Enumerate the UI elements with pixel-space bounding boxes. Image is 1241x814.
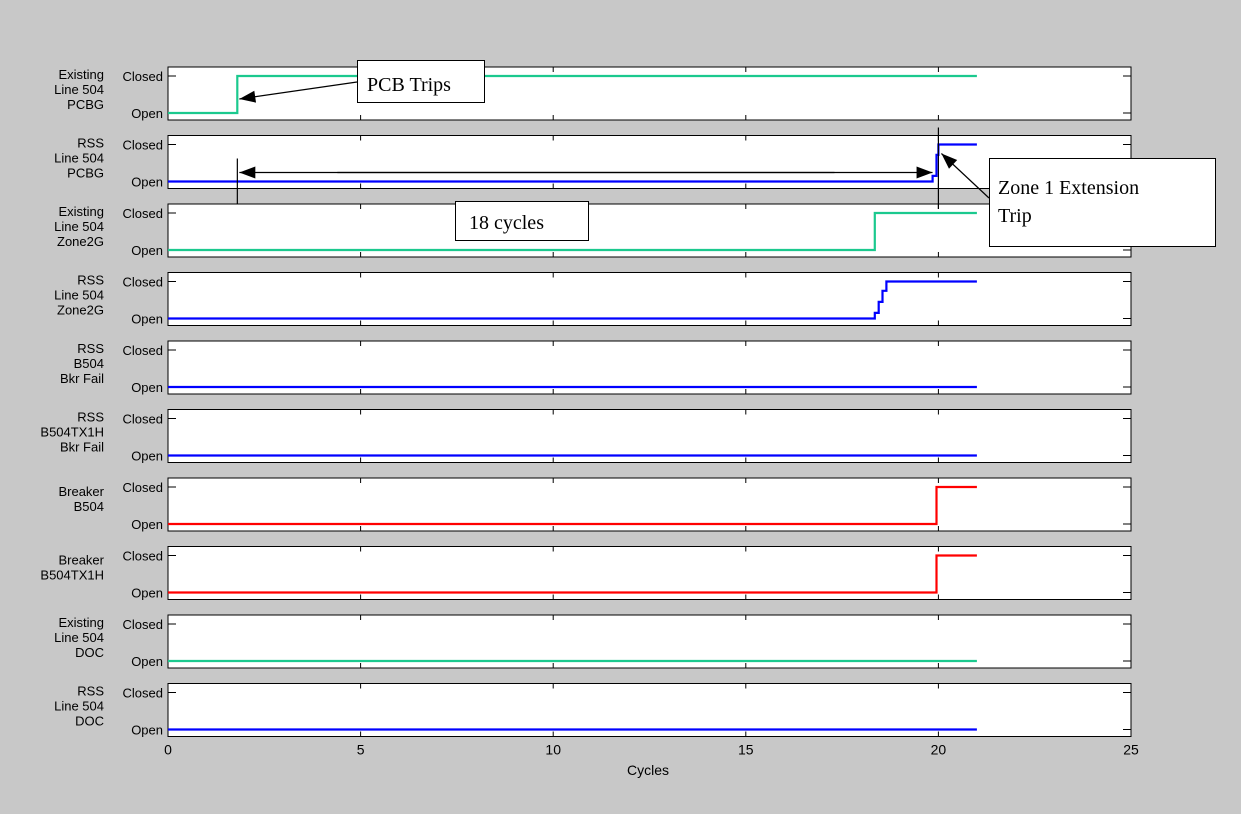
panel-label-line: Line 504 bbox=[54, 288, 104, 303]
series-line bbox=[168, 211, 977, 252]
panel-label-line: RSS bbox=[77, 273, 104, 288]
panel-label-line: B504 bbox=[74, 356, 104, 371]
x-tick-label: 10 bbox=[545, 742, 561, 758]
x-tick-label: 25 bbox=[1123, 742, 1139, 758]
panel-label-line: B504 bbox=[74, 499, 104, 514]
x-axis-label: Cycles bbox=[627, 762, 669, 778]
panel-label-line: PCBG bbox=[67, 166, 104, 181]
y-tick-label-closed: Closed bbox=[123, 343, 163, 358]
y-tick-label-open: Open bbox=[131, 106, 163, 121]
y-tick-label-open: Open bbox=[131, 654, 163, 669]
dimension-arrow-left-head bbox=[239, 166, 256, 179]
panel-label-line: Breaker bbox=[58, 553, 104, 568]
panel-axes bbox=[167, 683, 1132, 737]
series-line bbox=[168, 485, 977, 526]
panel-label-line: Zone2G bbox=[57, 234, 104, 249]
panel-label-line: RSS bbox=[77, 684, 104, 699]
x-tick-label: 5 bbox=[357, 742, 365, 758]
x-tick-label: 20 bbox=[931, 742, 947, 758]
panel-label-line: PCBG bbox=[67, 97, 104, 112]
callout-zone1-line2: Trip bbox=[998, 205, 1032, 227]
x-tick-label: 15 bbox=[738, 742, 754, 758]
y-tick-label-closed: Closed bbox=[123, 138, 163, 153]
callout-pcb-trips-text: PCB Trips bbox=[367, 74, 451, 96]
panel-label-line: Existing bbox=[58, 204, 104, 219]
callout-pcb-trips: PCB Trips bbox=[357, 60, 485, 103]
x-axis: 0 5 10 15 20 25 bbox=[164, 742, 1139, 758]
callout-zone1-line1: Zone 1 Extension bbox=[998, 177, 1140, 199]
callout-18-cycles-text: 18 cycles bbox=[469, 212, 544, 234]
y-tick-label-closed: Closed bbox=[123, 617, 163, 632]
panel-label-line: B504TX1H bbox=[40, 568, 104, 583]
zone1-arrow-head bbox=[941, 153, 958, 169]
y-tick-label-closed: Closed bbox=[123, 480, 163, 495]
y-tick-label-closed: Closed bbox=[123, 275, 163, 290]
callout-18-cycles: 18 cycles bbox=[455, 201, 589, 241]
y-tick-label-closed: Closed bbox=[123, 206, 163, 221]
panel-label-line: Line 504 bbox=[54, 219, 104, 234]
panel-label-line: Existing bbox=[58, 67, 104, 82]
panel-label-line: Line 504 bbox=[54, 699, 104, 714]
y-tick-label-open: Open bbox=[131, 312, 163, 327]
y-tick-label-closed: Closed bbox=[123, 686, 163, 701]
panel-axes bbox=[167, 614, 1132, 669]
panel-label-line: RSS bbox=[77, 341, 104, 356]
y-tick-label-open: Open bbox=[131, 586, 163, 601]
y-tick-label-closed: Closed bbox=[123, 549, 163, 564]
panel-label-line: Line 504 bbox=[54, 630, 104, 645]
x-tick-label: 0 bbox=[164, 742, 172, 758]
panel-label-line: Line 504 bbox=[54, 82, 104, 97]
series-line bbox=[168, 554, 977, 594]
panel-label-line: Line 504 bbox=[54, 151, 104, 166]
panel-label-line: RSS bbox=[77, 136, 104, 151]
y-tick-label-closed: Closed bbox=[123, 412, 163, 427]
pcb-trips-arrow-line bbox=[239, 81, 358, 100]
y-tick-label-closed: Closed bbox=[123, 69, 163, 84]
y-tick-label-open: Open bbox=[131, 380, 163, 395]
panel-axes bbox=[167, 409, 1132, 463]
panel-label-line: Bkr Fail bbox=[60, 440, 104, 455]
annotation-arrows bbox=[236, 81, 990, 209]
y-tick-label-open: Open bbox=[131, 243, 163, 258]
series-line bbox=[168, 74, 977, 115]
dimension-arrow-right-head bbox=[916, 166, 933, 179]
panel-label-line: DOC bbox=[75, 714, 104, 729]
series-line bbox=[168, 280, 977, 320]
callout-zone1-extension-trip: Zone 1 Extension Trip bbox=[989, 158, 1216, 247]
y-tick-label-open: Open bbox=[131, 723, 163, 738]
panel-label-line: Zone2G bbox=[57, 303, 104, 318]
panel-label-line: DOC bbox=[75, 645, 104, 660]
pcb-trips-arrow-head bbox=[239, 90, 257, 103]
panel-label-line: Bkr Fail bbox=[60, 371, 104, 386]
panel-label-line: RSS bbox=[77, 410, 104, 425]
y-tick-label-open: Open bbox=[131, 449, 163, 464]
panel-label-line: Breaker bbox=[58, 484, 104, 499]
y-tick-label-open: Open bbox=[131, 175, 163, 190]
panel-axes bbox=[167, 340, 1132, 395]
panel-label-line: B504TX1H bbox=[40, 425, 104, 440]
panel-label-line: Existing bbox=[58, 615, 104, 630]
y-tick-label-open: Open bbox=[131, 517, 163, 532]
